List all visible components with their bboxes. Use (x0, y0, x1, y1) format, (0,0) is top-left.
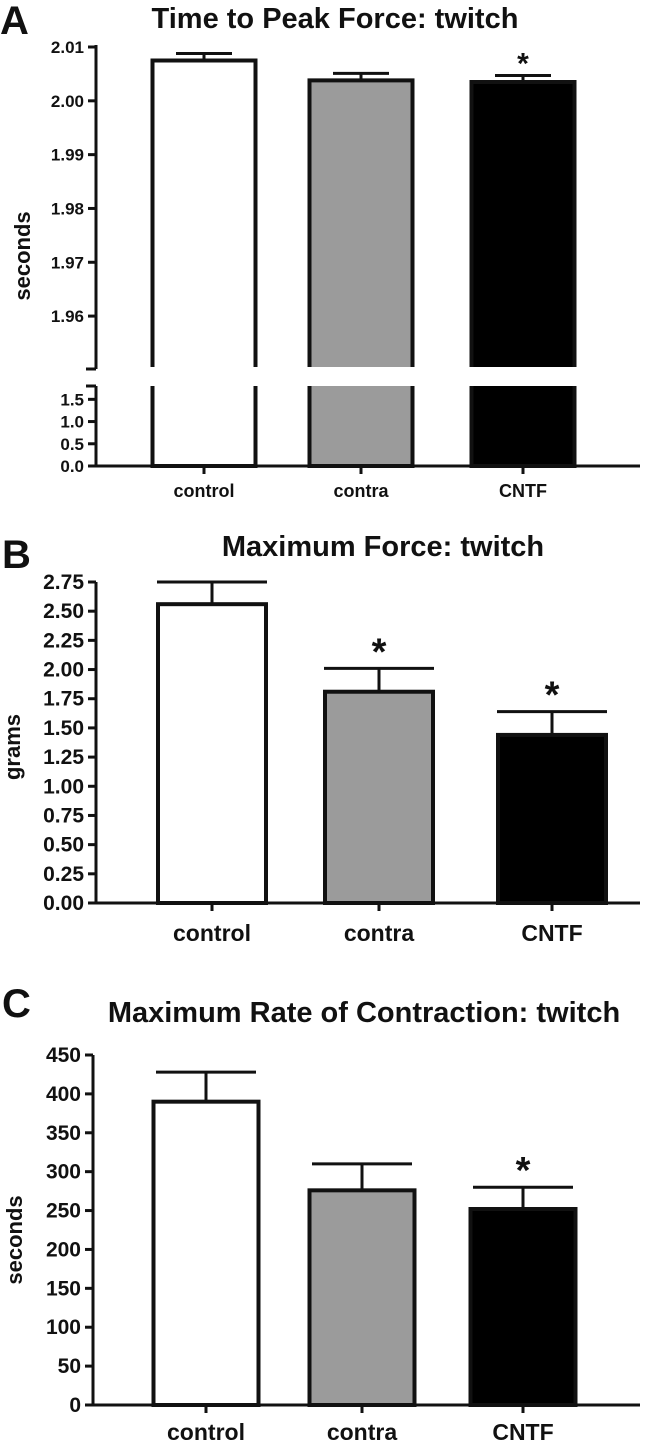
panel-c-y-tick-label: 400 (46, 1083, 81, 1106)
panel-a-bar-contra-lower (307, 386, 415, 468)
panel-a-plot: 1.96 1.97 1.98 1.99 2.00 2.01 0.0 0.5 1.0 1.5 cont… (51, 38, 640, 501)
panel-c-y-tick-label: 300 (46, 1161, 81, 1184)
panel-b-y-tick-label: 0.00 (43, 892, 84, 915)
panel-c-bar-cntf (468, 1207, 578, 1407)
panel-b-plot: 0.00 0.25 0.50 0.75 1.00 1.25 1.50 1.75 2.00 2.25… (43, 571, 640, 946)
panel-b-y-tick-label: 0.25 (43, 863, 84, 886)
panel-a-x-tick-label: contra (333, 481, 389, 501)
panel-a-y-tick-label: 2.01 (51, 38, 84, 57)
panel-a-bar-cntf-lower (469, 386, 577, 468)
panel-b-y-tick-label: 2.00 (43, 659, 84, 682)
panel-a-y-axis-label: seconds (10, 211, 35, 300)
panel-a: A Time to Peak Force: twitch seconds 1.9… (0, 0, 640, 501)
panel-c-y-tick-label: 200 (46, 1238, 81, 1261)
panel-a-bar-control-upper (150, 58, 258, 367)
panel-c-bar-control (151, 1099, 261, 1407)
panel-a-y-tick-label: 2.00 (51, 92, 84, 111)
panel-b-y-tick-label: 1.75 (43, 688, 84, 711)
panel-a-y-tick-label: 1.98 (51, 199, 84, 218)
panel-b-bar-cntf (496, 732, 608, 905)
panel-a-y-tick-label: 0.0 (60, 457, 84, 476)
panel-a-x-tick-label: CNTF (499, 481, 547, 501)
panel-a-y-tick-label: 1.5 (60, 390, 84, 409)
panel-a-y-tick-label: 1.96 (51, 307, 84, 326)
panel-a-title: Time to Peak Force: twitch (152, 3, 519, 35)
panel-b-bar-contra (323, 689, 435, 905)
panel-c: C Maximum Rate of Contraction: twitch se… (2, 982, 640, 1443)
panel-b-y-tick-label: 1.50 (43, 717, 84, 740)
panel-c-bar-contra (307, 1188, 417, 1408)
panel-c-letter: C (2, 982, 31, 1026)
panel-b-y-tick-label: 2.50 (43, 600, 84, 623)
panel-c-y-tick-label: 50 (58, 1355, 81, 1378)
panel-b-x-tick-label: control (173, 920, 251, 946)
panel-c-y-axis-label: seconds (2, 1195, 27, 1284)
panel-b-x-tick-label: contra (344, 920, 415, 946)
panel-a-x-tick-label: control (174, 481, 235, 501)
panel-b-bar-control (156, 602, 268, 905)
panel-b-significance-marker: * (545, 675, 560, 717)
panel-c-x-tick-label: contra (327, 1419, 398, 1443)
panel-b-significance-marker: * (372, 631, 387, 673)
panel-a-y-tick-label: 1.99 (51, 146, 84, 165)
panel-c-y-tick-label: 100 (46, 1316, 81, 1339)
panel-c-y-tick-label: 150 (46, 1277, 81, 1300)
panel-b: B Maximum Force: twitch grams 0.000.250.… (0, 531, 640, 946)
panel-b-y-axis-label: grams (0, 714, 25, 780)
panel-c-y-tick-label: 450 (46, 1044, 81, 1067)
panel-c-x-tick-label: CNTF (492, 1419, 553, 1443)
panel-c-title: Maximum Rate of Contraction: twitch (108, 997, 620, 1029)
panel-a-y-tick-label: 0.5 (60, 435, 84, 454)
panel-b-y-tick-label: 1.25 (43, 746, 84, 769)
panel-b-y-tick-label: 2.75 (43, 571, 84, 594)
panel-c-plot: 0 50 100 150 200 250 300 350 400 450 control contra… (46, 1044, 640, 1443)
panel-c-significance-marker: * (516, 1150, 531, 1192)
panel-c-x-tick-label: control (167, 1419, 245, 1443)
panel-b-x-tick-label: CNTF (521, 920, 582, 946)
panel-b-y-tick-label: 0.50 (43, 834, 84, 857)
panel-c-y-tick-label: 0 (69, 1394, 81, 1417)
panel-a-bar-cntf-upper (469, 79, 577, 367)
panel-a-bar-control-lower (150, 386, 258, 468)
panel-b-letter: B (2, 533, 31, 577)
panel-a-bar-contra-upper (307, 78, 415, 367)
panel-a-letter: A (0, 0, 29, 43)
panel-b-y-tick-label: 1.00 (43, 775, 84, 798)
panel-b-title: Maximum Force: twitch (222, 531, 544, 563)
panel-a-significance-marker: * (517, 48, 529, 81)
panel-b-y-tick-label: 2.25 (43, 629, 84, 652)
panel-c-y-tick-label: 250 (46, 1200, 81, 1223)
panel-a-y-tick-label: 1.0 (60, 413, 84, 432)
panel-c-y-tick-label: 350 (46, 1122, 81, 1145)
panel-a-y-tick-label: 1.97 (51, 253, 84, 272)
panel-b-y-tick-label: 0.75 (43, 804, 84, 827)
